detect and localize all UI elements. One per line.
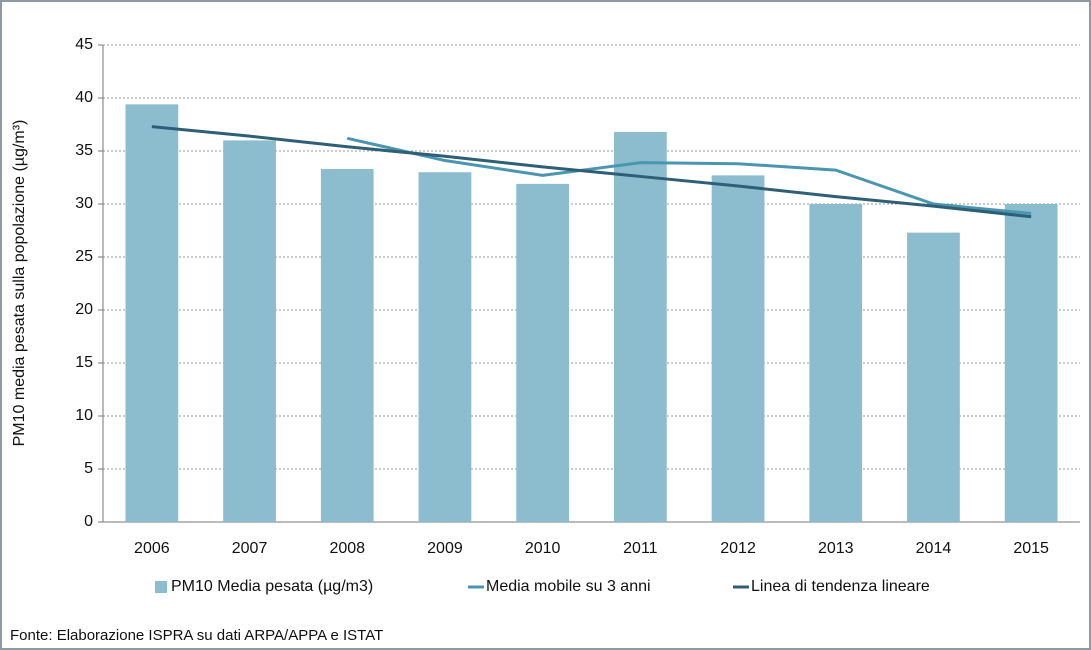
bar	[125, 104, 179, 523]
bar	[1004, 204, 1058, 522]
legend-label: Media mobile su 3 anni	[486, 578, 651, 595]
bar	[320, 169, 374, 522]
bar	[907, 232, 960, 522]
y-tick-label: 20	[75, 301, 93, 318]
x-tick-label: 2013	[818, 540, 854, 557]
bar	[809, 204, 863, 522]
y-tick-label: 35	[75, 142, 93, 159]
y-tick-label: 10	[75, 407, 93, 424]
y-tick-label: 5	[84, 460, 93, 477]
x-tick-label: 2012	[720, 540, 756, 557]
bar	[516, 183, 570, 523]
bar	[418, 172, 472, 522]
legend-swatch	[155, 581, 167, 593]
line	[151, 125, 1032, 219]
bar	[711, 175, 765, 522]
y-tick-label: 40	[75, 89, 93, 106]
y-tick-label: 25	[75, 248, 93, 265]
y-tick-label: 45	[75, 36, 93, 53]
y-tick-label: 15	[75, 354, 93, 371]
x-tick-label: 2008	[329, 540, 365, 557]
x-tick-label: 2015	[1013, 540, 1049, 557]
y-axis-label: PM10 media pesata sulla popolazione (µg/…	[11, 120, 28, 447]
y-tick-label: 0	[84, 513, 93, 530]
legend-label: PM10 Media pesata (µg/m3)	[171, 578, 373, 595]
x-tick-label: 2014	[916, 540, 952, 557]
x-tick-label: 2009	[427, 540, 463, 557]
x-tick-label: 2006	[134, 540, 170, 557]
bar	[613, 131, 667, 523]
bar	[223, 140, 276, 522]
x-tick-label: 2007	[232, 540, 268, 557]
legend-label: Linea di tendenza lineare	[751, 578, 930, 595]
x-tick-label: 2010	[525, 540, 561, 557]
y-tick-label: 30	[75, 195, 93, 212]
source: Fonte: Elaborazione ISPRA su dati ARPA/A…	[10, 627, 383, 644]
x-tick-label: 2011	[623, 540, 658, 557]
line	[346, 136, 1032, 216]
